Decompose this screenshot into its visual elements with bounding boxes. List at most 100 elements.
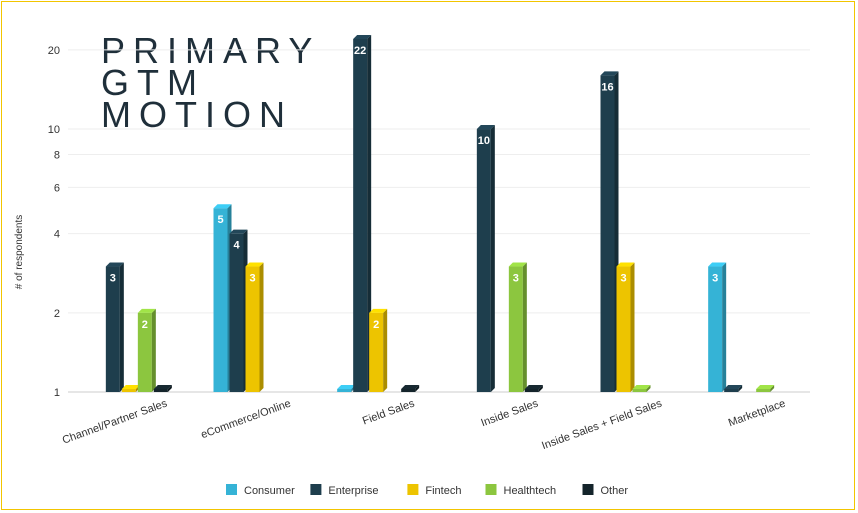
- bar-enterprise[interactable]: 3: [105, 262, 124, 392]
- data-label: 2: [373, 319, 379, 331]
- bar-consumer[interactable]: 5: [213, 204, 232, 392]
- bar-fintech[interactable]: [121, 385, 140, 392]
- legend-item-consumer[interactable]: Consumer: [226, 484, 295, 497]
- bar-side: [630, 262, 635, 392]
- bar-healthtech[interactable]: 3: [508, 262, 527, 392]
- chart-title-line: MOTION: [101, 94, 293, 135]
- legend-label: Consumer: [244, 485, 295, 497]
- legend[interactable]: Consumer Enterprise Fintech Healthtech Other: [226, 484, 628, 497]
- bar-top: [121, 385, 140, 389]
- x-axis-categories: Channel/Partner Sales eCommerce/Online Fie…: [61, 397, 787, 452]
- bar-other[interactable]: [401, 385, 420, 392]
- bar-side: [722, 262, 727, 392]
- bar-top: [724, 385, 743, 389]
- bar-front: [524, 389, 539, 392]
- data-label: 3: [249, 273, 255, 285]
- bar-healthtech[interactable]: [632, 385, 651, 392]
- bar-top: [476, 125, 495, 130]
- data-label: 3: [110, 273, 116, 285]
- bar-front: [153, 389, 168, 392]
- chart-title-line: GTM: [101, 62, 205, 103]
- bar-front: [632, 389, 647, 392]
- bar-fintech[interactable]: 2: [369, 308, 388, 392]
- bar-consumer[interactable]: [337, 385, 356, 392]
- bar-top: [137, 308, 156, 313]
- y-tick-label: 4: [54, 229, 60, 241]
- bar-top: [616, 262, 635, 267]
- bar-side: [538, 385, 543, 392]
- bar-front: [369, 312, 384, 392]
- bar-side: [119, 262, 124, 392]
- bar-enterprise[interactable]: [724, 385, 743, 392]
- legend-label: Fintech: [425, 485, 461, 497]
- bar-enterprise[interactable]: 22: [353, 35, 372, 392]
- y-tick-label: 10: [48, 124, 60, 136]
- x-category-label: Inside Sales + Field Sales: [540, 397, 664, 452]
- data-label: 5: [217, 214, 223, 226]
- bar-other[interactable]: [524, 385, 543, 392]
- y-tick-label: 8: [54, 150, 60, 162]
- bar-side: [415, 385, 420, 392]
- bar-side: [490, 125, 495, 392]
- bar-fintech[interactable]: 3: [616, 262, 635, 392]
- x-category-label: Field Sales: [361, 397, 417, 427]
- bar-side: [367, 35, 372, 392]
- bar-other[interactable]: [153, 385, 172, 392]
- x-category-label: Marketplace: [727, 398, 787, 430]
- bar-top: [153, 385, 172, 389]
- bar-top: [369, 308, 388, 313]
- y-axis-label: # of respondents: [14, 215, 25, 290]
- data-label: 3: [712, 273, 718, 285]
- bar-side: [167, 385, 172, 392]
- y-tick-label: 1: [54, 387, 60, 399]
- bar-top: [353, 35, 372, 39]
- bar-side: [738, 385, 743, 392]
- data-label: 22: [354, 45, 366, 57]
- legend-label: Healthtech: [504, 485, 557, 497]
- legend-item-healthtech[interactable]: Healthtech: [485, 484, 557, 497]
- bar-healthtech[interactable]: [756, 385, 775, 392]
- bar-top: [337, 385, 356, 389]
- legend-item-enterprise[interactable]: Enterprise: [310, 484, 379, 497]
- bar-fintech[interactable]: 3: [245, 262, 264, 392]
- legend-swatch: [226, 484, 237, 495]
- gridlines: [68, 49, 810, 393]
- bar-top: [756, 385, 775, 389]
- data-label: 10: [478, 135, 490, 147]
- bar-front: [121, 389, 136, 392]
- bar-enterprise[interactable]: 10: [476, 125, 495, 392]
- y-tick-label: 6: [54, 182, 60, 194]
- data-label: 2: [142, 319, 148, 331]
- legend-swatch: [310, 484, 322, 495]
- bar-enterprise[interactable]: 4: [229, 229, 248, 392]
- data-label: 4: [233, 240, 240, 252]
- data-label: 16: [601, 81, 613, 93]
- legend-swatch: [407, 484, 419, 495]
- bar-top: [213, 204, 232, 209]
- legend-swatch: [485, 484, 497, 495]
- bar-side: [770, 385, 775, 392]
- bar-front: [476, 129, 491, 392]
- x-category-label: Channel/Partner Sales: [61, 397, 170, 446]
- legend-item-other[interactable]: Other: [582, 484, 629, 497]
- bar-top: [632, 385, 651, 389]
- legend-swatch: [582, 484, 594, 495]
- data-label: 3: [513, 273, 519, 285]
- bar-front: [137, 312, 152, 392]
- chart-title-line: PRIMARY: [101, 30, 321, 71]
- bar-side: [151, 308, 156, 392]
- bar-front: [353, 39, 368, 392]
- bar-top: [708, 262, 727, 267]
- bar-enterprise[interactable]: 16: [600, 71, 619, 392]
- bar-consumer[interactable]: 3: [708, 262, 727, 392]
- bar-front: [708, 266, 723, 392]
- bar-healthtech[interactable]: 2: [137, 308, 156, 392]
- y-axis-ticks: 1 2 4 6 8 10 20: [48, 45, 60, 399]
- legend-item-fintech[interactable]: Fintech: [407, 484, 461, 497]
- bar-front: [105, 266, 120, 392]
- bar-top: [508, 262, 527, 267]
- bar-side: [259, 262, 264, 392]
- bar-front: [508, 266, 523, 392]
- bar-top: [600, 71, 619, 76]
- x-category-label: Inside Sales: [479, 397, 540, 429]
